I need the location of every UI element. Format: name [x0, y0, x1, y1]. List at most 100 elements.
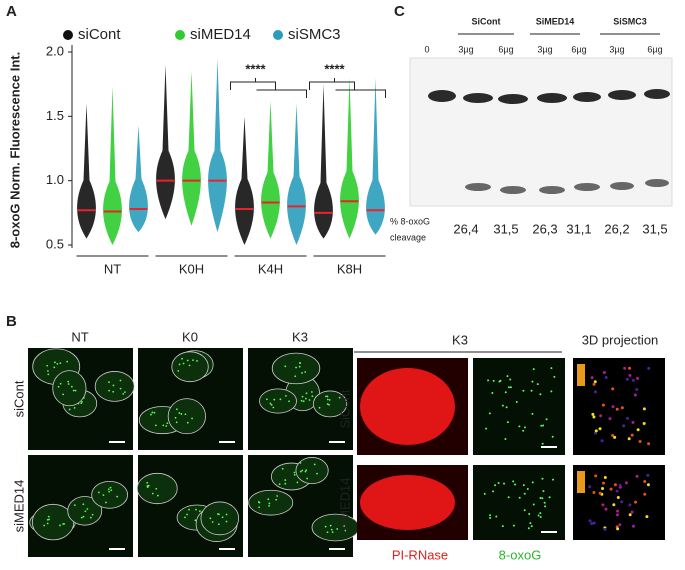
foci	[593, 380, 597, 384]
lane-label: 6µg	[647, 44, 662, 54]
column-label: K3	[292, 329, 308, 344]
foci	[536, 383, 539, 386]
foci	[326, 395, 329, 398]
foci	[531, 412, 534, 415]
foci	[56, 362, 59, 365]
foci	[627, 366, 631, 370]
foci	[157, 494, 159, 497]
foci	[59, 362, 62, 364]
foci	[53, 366, 56, 369]
micrograph	[473, 358, 565, 455]
foci	[328, 399, 331, 401]
foci	[492, 490, 495, 493]
foci	[636, 376, 640, 380]
foci	[604, 376, 608, 380]
foci	[601, 403, 605, 407]
foci	[600, 439, 604, 443]
foci	[276, 495, 279, 497]
distribution	[129, 125, 148, 233]
foci	[293, 473, 296, 476]
foci	[529, 522, 532, 525]
foci	[611, 433, 615, 437]
foci	[615, 407, 619, 411]
significance-bracket	[335, 89, 386, 98]
foci	[73, 406, 76, 409]
foci	[541, 442, 544, 445]
foci	[194, 519, 197, 522]
foci	[267, 498, 270, 501]
foci	[643, 479, 647, 483]
lane-label: 6µg	[571, 44, 586, 54]
foci	[599, 414, 603, 418]
colorbar	[577, 364, 585, 386]
foci	[278, 483, 281, 486]
foci	[491, 392, 494, 395]
foci	[598, 427, 602, 431]
foci	[624, 481, 628, 485]
nucleus	[136, 472, 178, 505]
foci	[192, 359, 194, 362]
foci	[301, 395, 304, 398]
foci	[272, 406, 275, 409]
foci	[620, 406, 624, 410]
column-label: 3D projection	[582, 332, 659, 347]
foci	[507, 386, 510, 389]
group-label: SiSMC3	[613, 16, 647, 26]
nucleus	[200, 501, 240, 536]
legend-label: siMED14	[190, 26, 251, 43]
foci	[643, 492, 647, 496]
foci	[146, 486, 149, 488]
foci	[542, 490, 545, 493]
foci	[112, 384, 115, 387]
foci	[46, 518, 49, 521]
distribution	[366, 77, 385, 235]
foci	[109, 486, 112, 489]
image-background	[573, 465, 665, 540]
gel-bands	[428, 89, 670, 104]
image-background	[473, 358, 565, 455]
foci	[539, 393, 542, 396]
nucleus	[52, 370, 87, 407]
foci	[308, 399, 311, 401]
foci	[216, 513, 219, 515]
foci	[329, 524, 332, 527]
foci	[296, 481, 299, 484]
foci	[63, 522, 66, 525]
foci	[631, 524, 635, 528]
foci	[590, 376, 594, 380]
foci	[592, 415, 596, 419]
gel-bands	[465, 179, 669, 194]
foci	[150, 413, 152, 416]
nucleus	[171, 351, 209, 383]
significance-bracket	[256, 89, 307, 98]
foci	[281, 467, 284, 470]
foci	[522, 429, 525, 432]
foci	[154, 424, 157, 427]
cleavage-value: 26,2	[604, 221, 629, 236]
foci	[89, 516, 92, 519]
foci	[67, 383, 70, 385]
foci	[611, 405, 615, 409]
foci	[288, 400, 290, 403]
micrograph	[573, 358, 665, 455]
foci	[539, 512, 542, 515]
foci	[609, 487, 613, 491]
foci	[615, 513, 619, 517]
foci	[86, 508, 89, 510]
foci	[613, 435, 617, 439]
foci	[300, 399, 303, 402]
legend-label: siCont	[78, 26, 121, 43]
foci	[635, 387, 639, 391]
foci	[324, 525, 327, 528]
legend-label: siSMC3	[288, 26, 341, 43]
foci	[518, 496, 521, 499]
foci	[497, 482, 500, 485]
foci	[225, 520, 228, 523]
foci	[489, 516, 492, 519]
foci	[590, 522, 594, 526]
foci	[305, 392, 308, 395]
significance-bracket	[309, 78, 355, 90]
foci	[514, 483, 517, 486]
foci	[265, 398, 268, 401]
